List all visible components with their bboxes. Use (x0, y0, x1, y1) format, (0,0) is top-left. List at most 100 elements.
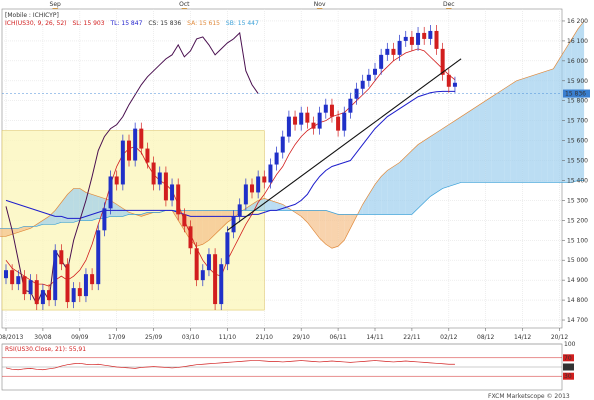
cloud-segment-bullish (442, 124, 449, 189)
candle-up (397, 40, 402, 55)
y-tick-label: 15 900 (567, 78, 588, 85)
candle-down (90, 274, 95, 285)
y-tick-label: 14 900 (567, 277, 588, 284)
rsi-level-box (563, 363, 574, 371)
candle-down (163, 172, 168, 201)
senkou-span-b-line (0, 180, 585, 229)
cloud-segment-bullish (510, 80, 517, 183)
month-label: Oct (179, 1, 190, 8)
y-tick-label: 15 400 (567, 177, 588, 184)
cloud-segment-bearish (338, 214, 345, 247)
candle-down (250, 184, 254, 193)
cloud-segment-bullish (454, 116, 462, 185)
cloud-segment-bullish (73, 188, 80, 223)
month-label: Nov (314, 1, 326, 8)
cloud-segment-bullish (485, 96, 492, 183)
candle-up (133, 128, 138, 161)
candle-down (262, 176, 267, 183)
x-tick-label: 17/09 (108, 334, 125, 341)
cloud-segment-bullish (264, 198, 271, 211)
candle-down (139, 128, 144, 149)
candle-up (225, 232, 230, 265)
cloud-segment-bearish (313, 210, 320, 239)
cloud-segment-bearish (141, 212, 148, 217)
candle-up (83, 274, 88, 297)
y-tick-label: 15 200 (567, 217, 588, 224)
cloud-segment-bullish (79, 188, 86, 221)
chart-header: [Mobile : ICHICYP] ICH(US30, 9, 26, 52) … (5, 12, 259, 27)
cloud-segment-bearish (6, 228, 13, 237)
candle-up (299, 112, 304, 125)
x-tick-label: 03/10 (182, 334, 199, 341)
x-tick-label: 25/09 (145, 334, 162, 341)
indicator-cs: CS: 15 836 (148, 20, 181, 27)
candle-up (366, 74, 371, 81)
candle-down (22, 276, 27, 295)
cloud-segment-bullish (411, 144, 419, 215)
tenkan-sen-line (5, 48, 456, 287)
candle-up (342, 112, 347, 131)
candle-up (360, 80, 365, 89)
candle-up (452, 82, 457, 87)
candle-down (311, 122, 316, 129)
candle-up (317, 112, 322, 129)
candle-up (206, 254, 211, 271)
cloud-segment-bullish (42, 216, 50, 225)
candle-up (28, 280, 33, 295)
candle-down (329, 104, 334, 117)
cloud-segment-bullish (491, 92, 498, 183)
candle-down (440, 48, 445, 75)
candle-up (323, 104, 328, 113)
candle-up (286, 116, 291, 137)
footer-credit: FXCM Marketscope © 2013 (488, 393, 570, 400)
cloud-segment-bullish (252, 200, 259, 211)
cloud-segment-bearish (196, 210, 203, 247)
cloud-segment-bullish (461, 112, 468, 183)
rsi-level-label: 30 (564, 373, 572, 380)
cloud-segment-bullish (479, 100, 486, 183)
x-tick-label: 14/12 (514, 334, 531, 341)
candle-down (10, 270, 15, 285)
candle-up (385, 48, 390, 55)
price-tag-text: 15 836 (565, 91, 586, 98)
candle-down (34, 280, 39, 305)
cloud-segment-bearish (295, 210, 302, 217)
x-tick-label: 14/11 (366, 334, 383, 341)
candle-down (422, 32, 427, 39)
candle-up (373, 68, 377, 75)
cloud-segment-bullish (436, 128, 443, 193)
cloud-segment-bearish (319, 210, 326, 245)
candle-up (219, 264, 224, 305)
trendline-layer (227, 58, 462, 231)
x-tick-label: 30/08 (34, 334, 51, 341)
instrument-label: [Mobile : ICHICYP] (5, 12, 59, 19)
indicator-sb: SB: 15 447 (226, 20, 259, 27)
x-tick-label: 21/08/2013 (0, 334, 23, 341)
candle-up (71, 288, 76, 303)
cloud-segment-bullish (67, 188, 74, 223)
cloud-segment-bullish (498, 88, 505, 183)
candle-up (428, 30, 433, 39)
rsi-level-box (563, 340, 574, 348)
y-tick-label: 15 700 (567, 118, 588, 125)
cloud-segment-bullish (430, 132, 437, 197)
cloud-segment-bullish (375, 176, 382, 215)
price-tag: 15 836 (2, 89, 590, 98)
x-axis: 21/08/2013 30/08 09/09 17/09 25/09 03/10 11/10… (0, 328, 568, 341)
indicator-legend: ICH(US30, 9, 26, 52) SL: 15 903 TL: 15 8… (5, 20, 259, 27)
cloud-segment-bullish (258, 198, 265, 211)
cloud-segment-bullish (92, 194, 99, 221)
rsi-line-layer (5, 360, 455, 371)
rsi-level-box (563, 354, 574, 362)
cloud-segment-bullish (399, 156, 406, 215)
y-tick-label: 15 600 (567, 138, 588, 145)
cloud-segment-bullish (85, 192, 93, 221)
candle-up (108, 176, 113, 209)
candle-down (65, 264, 70, 303)
candle-up (379, 54, 384, 69)
cloud-segment-bullish (418, 140, 425, 209)
rsi-label: RSI(US30.Close, 21): 55,91 (5, 346, 86, 353)
cloud-segment-bearish (307, 210, 314, 231)
indicator-tl: TL: 15 847 (109, 20, 142, 27)
month-label: Dec (443, 1, 455, 8)
